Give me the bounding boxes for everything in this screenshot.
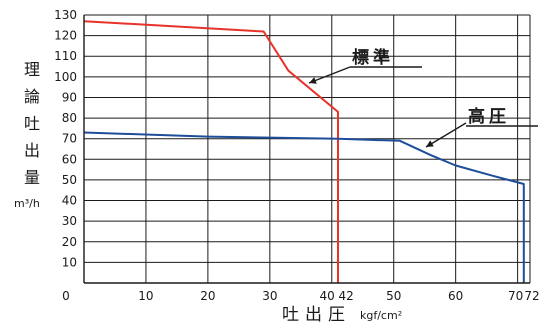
x-axis-label: 吐出圧 bbox=[282, 305, 351, 325]
x-tick-label: 60 bbox=[448, 289, 463, 303]
y-tick-label: 80 bbox=[62, 111, 77, 125]
x-tick-label: 30 bbox=[262, 289, 277, 303]
annotation-label: 高圧 bbox=[468, 106, 510, 127]
annotation-arrowhead bbox=[309, 77, 317, 84]
y-tick-label: 100 bbox=[54, 70, 77, 84]
y-tick-label: 130 bbox=[54, 8, 77, 22]
annotation-leader bbox=[425, 122, 467, 148]
series-layer bbox=[83, 20, 525, 283]
x-tick-label: 40 bbox=[319, 289, 334, 303]
x-tick-label: 42 bbox=[339, 289, 354, 303]
y-axis-label-char: 出 bbox=[24, 141, 40, 160]
tick-labels: 10 20 30 40 50 60 70 80 90 100 110 120 130 0 10 20 30 40 4… bbox=[54, 8, 540, 303]
annotation-leader bbox=[308, 66, 351, 84]
x-axis-unit: kgf/cm² bbox=[360, 309, 402, 322]
y-axis-unit: m³/h bbox=[14, 197, 40, 210]
y-tick-label: 110 bbox=[54, 49, 77, 63]
y-axis-label-char: 吐 bbox=[24, 114, 40, 133]
y-tick-label: 70 bbox=[62, 132, 77, 146]
x-tick-label: 0 bbox=[62, 289, 70, 303]
annotation-arrowhead bbox=[426, 140, 434, 147]
y-tick-label: 60 bbox=[62, 152, 77, 166]
y-tick-label: 30 bbox=[62, 214, 77, 228]
y-axis-label-char: 量 bbox=[24, 168, 40, 187]
y-axis-label-char: 理 bbox=[24, 60, 40, 79]
y-tick-label: 90 bbox=[62, 90, 77, 104]
y-tick-label: 10 bbox=[62, 255, 77, 269]
annotation-label: 標準 bbox=[352, 47, 394, 68]
x-tick-label: 70 bbox=[508, 289, 523, 303]
axes bbox=[83, 15, 530, 284]
y-axis-label-char: 論 bbox=[24, 87, 40, 106]
x-tick-label: 50 bbox=[386, 289, 401, 303]
series-line-標準 bbox=[83, 20, 339, 283]
grid bbox=[84, 14, 531, 283]
y-tick-label: 50 bbox=[62, 173, 77, 187]
x-tick-label: 10 bbox=[138, 289, 153, 303]
x-tick-label: 72 bbox=[524, 289, 539, 303]
series-line-高圧 bbox=[83, 131, 525, 283]
y-tick-label: 40 bbox=[62, 194, 77, 208]
y-tick-label: 20 bbox=[62, 235, 77, 249]
y-tick-label: 120 bbox=[54, 29, 77, 43]
x-tick-label: 20 bbox=[200, 289, 215, 303]
